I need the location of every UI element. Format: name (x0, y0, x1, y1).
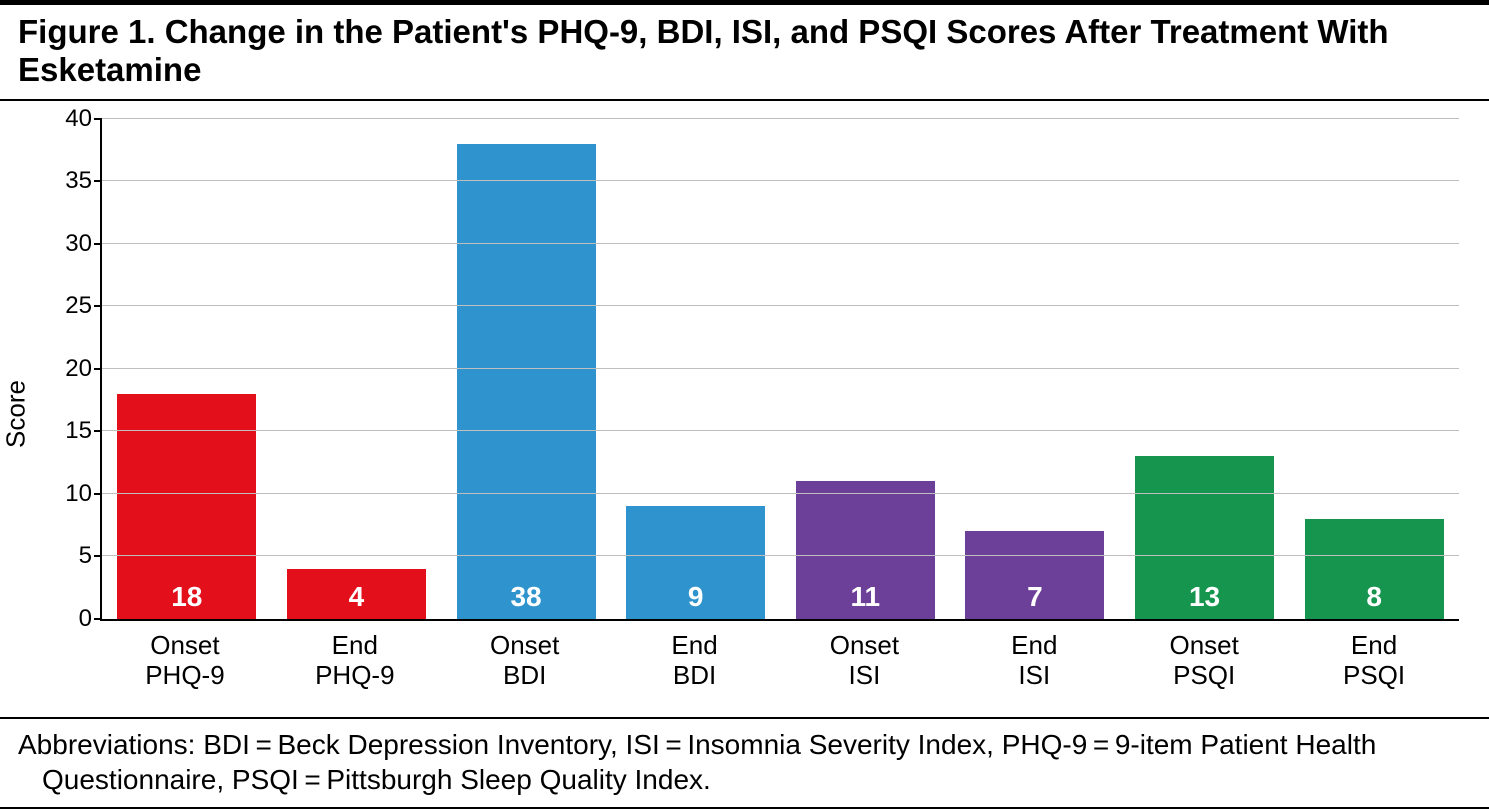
y-axis-title: Score (1, 380, 32, 448)
x-axis-label-line1: Onset (1119, 631, 1289, 661)
bar-value-label: 18 (117, 581, 256, 619)
bar: 11 (796, 481, 935, 619)
gridline (102, 180, 1459, 181)
x-axis-label: OnsetISI (780, 631, 950, 691)
y-tick-label: 0 (79, 605, 102, 633)
figure-title-block: Figure 1. Change in the Patient's PHQ-9,… (0, 5, 1489, 99)
bar-slot: 4 (272, 119, 442, 619)
bar: 4 (287, 569, 426, 619)
bar: 7 (965, 531, 1104, 619)
y-tick-label: 40 (65, 105, 102, 133)
bar-value-label: 8 (1305, 581, 1444, 619)
bar-slot: 9 (611, 119, 781, 619)
y-tick-label: 10 (65, 480, 102, 508)
bar-slot: 7 (950, 119, 1120, 619)
chart-area: Score 184389117138 0510152025303540 Onse… (30, 119, 1459, 709)
y-tick-label: 5 (79, 542, 102, 570)
title-bottom-rule (0, 99, 1489, 101)
x-axis-label: OnsetPHQ-9 (100, 631, 270, 691)
x-axis-label-line2: BDI (440, 661, 610, 691)
bar-slot: 11 (781, 119, 951, 619)
bar-slot: 38 (441, 119, 611, 619)
figure-title: Figure 1. Change in the Patient's PHQ-9,… (18, 13, 1471, 89)
bar-value-label: 9 (626, 581, 765, 619)
y-tick-label: 15 (65, 417, 102, 445)
bar-value-label: 4 (287, 581, 426, 619)
bar: 13 (1135, 456, 1274, 619)
figure-title-line2: Esketamine (18, 51, 201, 88)
bar-slot: 8 (1289, 119, 1459, 619)
x-axis-label-line1: Onset (440, 631, 610, 661)
caption-line2: Questionnaire, PSQI = Pittsburgh Sleep Q… (42, 764, 711, 795)
x-axis-label: EndPHQ-9 (270, 631, 440, 691)
figure-title-line1: Figure 1. Change in the Patient's PHQ-9,… (18, 13, 1389, 50)
y-tick-label: 30 (65, 230, 102, 258)
x-axis-label-line2: ISI (949, 661, 1119, 691)
bar-value-label: 13 (1135, 581, 1274, 619)
plot-region: 184389117138 0510152025303540 (100, 119, 1459, 621)
x-axis-label-line1: End (270, 631, 440, 661)
bar-slot: 18 (102, 119, 272, 619)
caption-block: Abbreviations: BDI = Beck Depression Inv… (0, 719, 1489, 807)
x-axis-label-line2: ISI (780, 661, 950, 691)
bars-row: 18 4 38 9 11 7 13 8 (102, 119, 1459, 619)
x-axis-label-line1: End (949, 631, 1119, 661)
caption-text: Abbreviations: BDI = Beck Depression Inv… (18, 727, 1471, 797)
bar-value-label: 38 (457, 581, 596, 619)
y-tick-label: 20 (65, 355, 102, 383)
x-axis-label-line2: PHQ-9 (100, 661, 270, 691)
x-axis-label-line1: End (1289, 631, 1459, 661)
gridline (102, 305, 1459, 306)
x-axis-label: EndPSQI (1289, 631, 1459, 691)
bar: 8 (1305, 519, 1444, 619)
x-axis-label: OnsetPSQI (1119, 631, 1289, 691)
bar-slot: 13 (1120, 119, 1290, 619)
gridline (102, 493, 1459, 494)
bar: 38 (457, 144, 596, 619)
caption-line1: Abbreviations: BDI = Beck Depression Inv… (18, 729, 1376, 760)
x-axis-labels-row: OnsetPHQ-9EndPHQ-9OnsetBDIEndBDIOnsetISI… (100, 621, 1459, 709)
x-axis-label-line1: Onset (100, 631, 270, 661)
gridline (102, 555, 1459, 556)
gridline (102, 430, 1459, 431)
gridline (102, 368, 1459, 369)
bar-value-label: 7 (965, 581, 1104, 619)
gridline (102, 243, 1459, 244)
x-axis-label: OnsetBDI (440, 631, 610, 691)
x-axis-label-line1: End (610, 631, 780, 661)
y-tick-label: 25 (65, 292, 102, 320)
x-axis-label-line2: PSQI (1289, 661, 1459, 691)
y-tick-label: 35 (65, 167, 102, 195)
figure-container: Figure 1. Change in the Patient's PHQ-9,… (0, 0, 1489, 809)
x-axis-label: EndISI (949, 631, 1119, 691)
x-axis-label-line2: BDI (610, 661, 780, 691)
bar-value-label: 11 (796, 581, 935, 619)
gridline (102, 118, 1459, 119)
x-axis-label-line2: PHQ-9 (270, 661, 440, 691)
bar: 9 (626, 506, 765, 619)
x-axis-label-line1: Onset (780, 631, 950, 661)
x-axis-label-line2: PSQI (1119, 661, 1289, 691)
x-axis-label: EndBDI (610, 631, 780, 691)
bar: 18 (117, 394, 256, 619)
